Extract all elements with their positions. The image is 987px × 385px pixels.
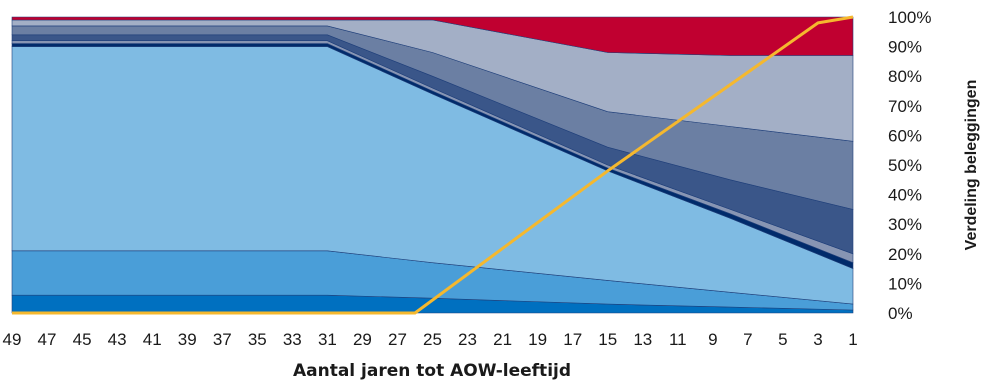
y-tick-label: 60% — [888, 126, 922, 145]
area-layers — [11, 16, 854, 314]
y-axis-label: Verdeling beleggingen — [963, 80, 980, 251]
x-tick-label: 1 — [848, 330, 857, 349]
x-tick-label: 47 — [38, 330, 57, 349]
y-tick-label: 80% — [888, 67, 922, 86]
x-tick-label: 41 — [143, 330, 162, 349]
x-tick-label: 11 — [669, 330, 687, 349]
y-tick-label: 50% — [888, 156, 922, 175]
x-axis-label: Aantal jaren tot AOW-leeftijd — [293, 361, 571, 381]
x-tick-label: 37 — [213, 330, 232, 349]
x-tick-label: 29 — [353, 330, 372, 349]
y-tick-label: 100% — [888, 8, 931, 27]
area-layer-9 — [11, 16, 854, 56]
x-tick-label: 27 — [388, 330, 407, 349]
y-tick-label: 90% — [888, 38, 922, 57]
x-tick-label: 3 — [813, 330, 822, 349]
x-tick-label: 5 — [778, 330, 787, 349]
x-tick-label: 21 — [493, 330, 512, 349]
y-tick-label: 70% — [888, 97, 922, 116]
x-tick-label: 13 — [633, 330, 652, 349]
x-tick-label: 23 — [458, 330, 477, 349]
y-tick-label: 20% — [888, 245, 922, 264]
x-tick-label: 17 — [563, 330, 582, 349]
x-tick-label: 15 — [598, 330, 617, 349]
x-tick-label: 9 — [708, 330, 717, 349]
y-tick-label: 30% — [888, 215, 922, 234]
x-tick-label: 35 — [248, 330, 267, 349]
x-tick-label: 45 — [73, 330, 92, 349]
x-tick-label: 19 — [528, 330, 547, 349]
x-tick-label: 33 — [283, 330, 302, 349]
y-tick-label: 10% — [888, 274, 922, 293]
x-tick-label: 43 — [108, 330, 127, 349]
x-tick-label: 31 — [318, 330, 337, 349]
y-tick-label: 40% — [888, 186, 922, 205]
glide-path-line — [12, 15, 854, 315]
y-tick-label: 0% — [888, 304, 913, 323]
x-tick-label: 39 — [178, 330, 197, 349]
x-tick-label: 49 — [3, 330, 22, 349]
x-axis-ticks: 49 47 45 43 41 39 37 35 33 31 29 27 25 23 21 19 17 15 13 11… — [3, 330, 858, 349]
glide-path-line-layer — [12, 15, 854, 315]
x-tick-label: 7 — [743, 330, 752, 349]
y-axis-ticks: 0% 10% 20% 30% 40% 50% 60% 70% 80% 90% 100% — [888, 8, 931, 323]
x-tick-label: 25 — [423, 330, 442, 349]
